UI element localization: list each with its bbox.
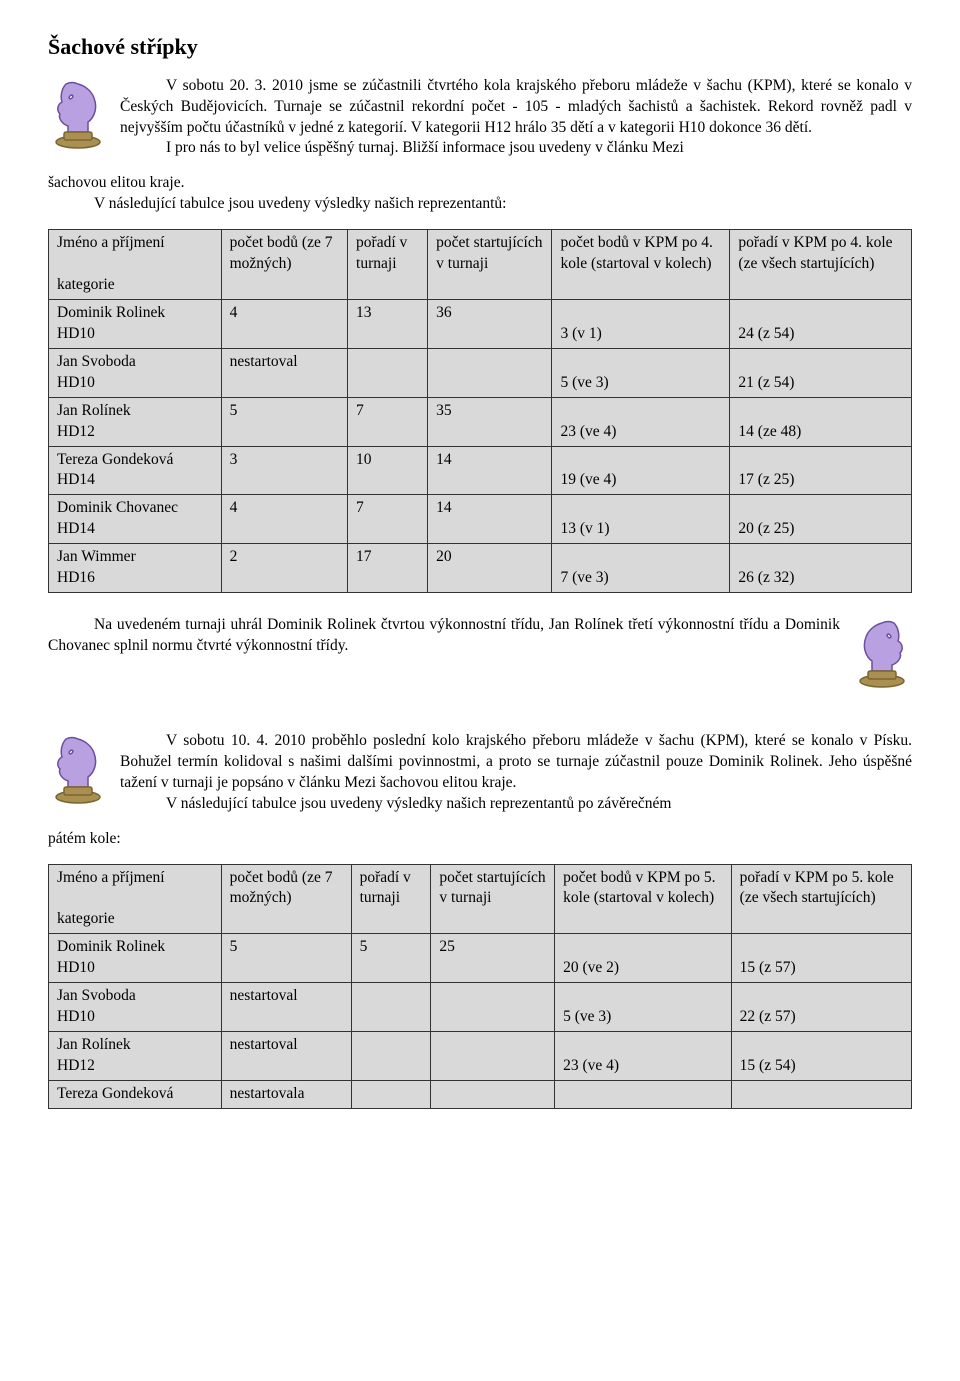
table-cell: 26 (z 32) <box>730 544 912 593</box>
paragraph-3-cont: pátém kole: <box>48 829 912 850</box>
paragraph-1-cont: šachovou elitou kraje. V následující tab… <box>48 173 912 215</box>
chess-knight-left-icon <box>48 78 108 157</box>
table-cell: 20 <box>428 544 552 593</box>
table-cell: 22 (z 57) <box>731 983 911 1032</box>
table-header-cell: pořadí v KPM po 4. kole (ze všech startu… <box>730 230 912 300</box>
table-cell: Jan Rolínek HD12 <box>49 397 222 446</box>
table-cell: 3 <box>221 446 347 495</box>
table-cell: Jan Wimmer HD16 <box>49 544 222 593</box>
table-header-cell: Jméno a příjmení kategorie <box>49 230 222 300</box>
table-cell <box>348 348 428 397</box>
table-cell: 13 (v 1) <box>552 495 730 544</box>
table-cell: 17 <box>348 544 428 593</box>
table-header-cell: počet startujících v turnaji <box>431 864 555 934</box>
table-cell: nestartoval <box>221 1031 351 1080</box>
table-cell: 14 (ze 48) <box>730 397 912 446</box>
table-cell: 14 <box>428 446 552 495</box>
table-header-cell: počet bodů v KPM po 4. kole (startoval v… <box>552 230 730 300</box>
table-cell: 7 (ve 3) <box>552 544 730 593</box>
table-cell: 23 (ve 4) <box>555 1031 732 1080</box>
table-cell: Jan Svoboda HD10 <box>49 348 222 397</box>
table-cell: 5 <box>351 934 431 983</box>
table-cell <box>351 983 431 1032</box>
chess-knight-left-icon-2 <box>48 733 108 812</box>
table-cell: nestartoval <box>221 983 351 1032</box>
table-cell: 7 <box>348 397 428 446</box>
table-cell <box>428 348 552 397</box>
table-header-cell: pořadí v turnaji <box>348 230 428 300</box>
paragraph-1: V sobotu 20. 3. 2010 jsme se zúčastnili … <box>120 76 912 160</box>
table-cell: 2 <box>221 544 347 593</box>
table-cell: 4 <box>221 299 347 348</box>
table-cell <box>731 1080 911 1108</box>
table-cell: Tereza Gondeková <box>49 1080 222 1108</box>
table-header-cell: počet bodů (ze 7 možných) <box>221 864 351 934</box>
table-header-cell: Jméno a příjmení kategorie <box>49 864 222 934</box>
table-cell: 5 <box>221 397 347 446</box>
table-cell: 7 <box>348 495 428 544</box>
table-cell: 15 (z 57) <box>731 934 911 983</box>
table-cell: 13 <box>348 299 428 348</box>
page-title: Šachové střípky <box>48 32 912 62</box>
results-table-1: Jméno a příjmení kategoriepočet bodů (ze… <box>48 229 912 593</box>
table-cell <box>431 983 555 1032</box>
table-cell: 35 <box>428 397 552 446</box>
table-cell: 5 (ve 3) <box>552 348 730 397</box>
paragraph-2: Na uvedeném turnaji uhrál Dominik Roline… <box>48 615 840 657</box>
table-cell: nestartoval <box>221 348 347 397</box>
table-header-cell: počet startujících v turnaji <box>428 230 552 300</box>
table-header-cell: pořadí v turnaji <box>351 864 431 934</box>
table-cell: nestartovala <box>221 1080 351 1108</box>
table-cell: Dominik Rolinek HD10 <box>49 934 222 983</box>
table-cell: Jan Rolínek HD12 <box>49 1031 222 1080</box>
table-cell <box>555 1080 732 1108</box>
table-cell: 21 (z 54) <box>730 348 912 397</box>
table-cell: 19 (ve 4) <box>552 446 730 495</box>
results-table-2: Jméno a příjmení kategoriepočet bodů (ze… <box>48 864 912 1109</box>
table-cell: Dominik Chovanec HD14 <box>49 495 222 544</box>
table-cell: 25 <box>431 934 555 983</box>
table-cell: 5 (ve 3) <box>555 983 732 1032</box>
table-cell: Dominik Rolinek HD10 <box>49 299 222 348</box>
table-cell <box>351 1080 431 1108</box>
table-cell: 5 <box>221 934 351 983</box>
table-cell: 4 <box>221 495 347 544</box>
table-cell <box>431 1031 555 1080</box>
paragraph-3: V sobotu 10. 4. 2010 proběhlo poslední k… <box>120 731 912 815</box>
table-cell: 14 <box>428 495 552 544</box>
table-cell: 24 (z 54) <box>730 299 912 348</box>
table-cell: 10 <box>348 446 428 495</box>
table-cell: 36 <box>428 299 552 348</box>
table-cell: 3 (v 1) <box>552 299 730 348</box>
table-cell: 15 (z 54) <box>731 1031 911 1080</box>
table-cell <box>351 1031 431 1080</box>
table-cell: 20 (ve 2) <box>555 934 732 983</box>
table-header-cell: pořadí v KPM po 5. kole (ze všech startu… <box>731 864 911 934</box>
table-cell: 20 (z 25) <box>730 495 912 544</box>
table-header-cell: počet bodů v KPM po 5. kole (startoval v… <box>555 864 732 934</box>
table-cell: 23 (ve 4) <box>552 397 730 446</box>
table-cell: Jan Svoboda HD10 <box>49 983 222 1032</box>
table-cell <box>431 1080 555 1108</box>
table-header-cell: počet bodů (ze 7 možných) <box>221 230 347 300</box>
chess-knight-right-icon <box>852 617 912 696</box>
table-cell: Tereza Gondeková HD14 <box>49 446 222 495</box>
table-cell: 17 (z 25) <box>730 446 912 495</box>
